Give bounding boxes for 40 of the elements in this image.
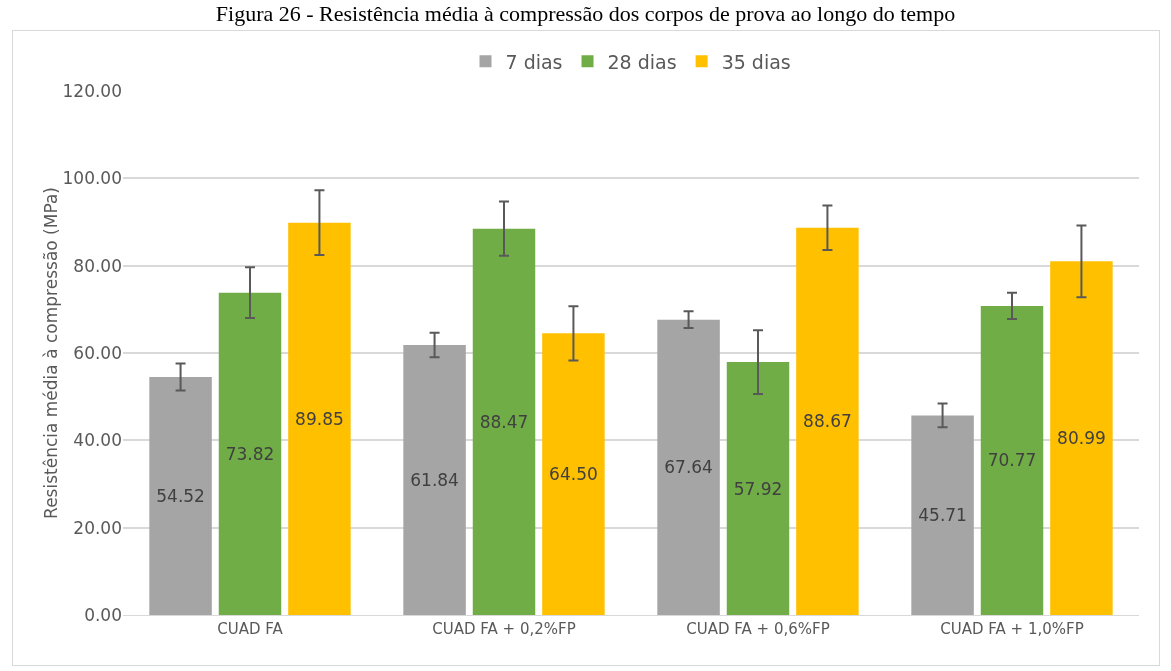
bar xyxy=(149,376,212,615)
data-label: 88.47 xyxy=(479,411,529,432)
data-label: 80.99 xyxy=(1057,428,1106,449)
y-tick-label: 80.00 xyxy=(73,255,122,276)
bar xyxy=(218,292,282,615)
data-label: 45.71 xyxy=(918,505,967,526)
x-tick-label: CUAD FA + 0,6%FP xyxy=(686,620,830,638)
bar xyxy=(657,319,720,615)
data-label: 70.77 xyxy=(987,450,1037,471)
bar xyxy=(403,344,466,615)
x-tick-label: CUAD FA + 1,0%FP xyxy=(940,620,1084,638)
data-label: 54.52 xyxy=(156,485,205,506)
y-tick-label: 40.00 xyxy=(73,430,122,451)
data-label: 89.85 xyxy=(295,408,344,429)
bar xyxy=(288,222,351,615)
bar xyxy=(911,415,974,615)
bar xyxy=(1050,261,1113,615)
bar xyxy=(472,228,536,615)
data-label: 57.92 xyxy=(733,478,783,499)
y-tick-label: 120.00 xyxy=(62,80,122,101)
bar xyxy=(726,362,790,615)
data-label: 67.64 xyxy=(664,457,713,478)
y-tick-label: 0.00 xyxy=(84,604,122,625)
y-axis-title: Resistência média à compressão (MPa) xyxy=(40,187,61,519)
data-label: 73.82 xyxy=(225,443,275,464)
chart-title: Figura 26 - Resistência média à compressão dos corpos de prova ao longo do tempo xyxy=(214,0,957,28)
x-tick-label: CUAD FA xyxy=(217,620,284,638)
legend-label: 35 dias xyxy=(721,50,791,73)
legend-label: 7 dias xyxy=(505,50,563,73)
y-tick-label: 60.00 xyxy=(73,342,122,363)
x-tick-label: CUAD FA + 0,2%FP xyxy=(432,620,576,638)
bar xyxy=(796,227,859,615)
y-tick-label: 100.00 xyxy=(62,168,122,189)
data-label: 64.50 xyxy=(549,464,598,485)
data-label: 61.84 xyxy=(410,469,459,490)
data-label: 88.67 xyxy=(803,411,852,432)
bar xyxy=(542,333,605,615)
y-tick-label: 20.00 xyxy=(73,517,122,538)
bar xyxy=(980,305,1044,615)
legend-label: 28 dias xyxy=(607,50,677,73)
